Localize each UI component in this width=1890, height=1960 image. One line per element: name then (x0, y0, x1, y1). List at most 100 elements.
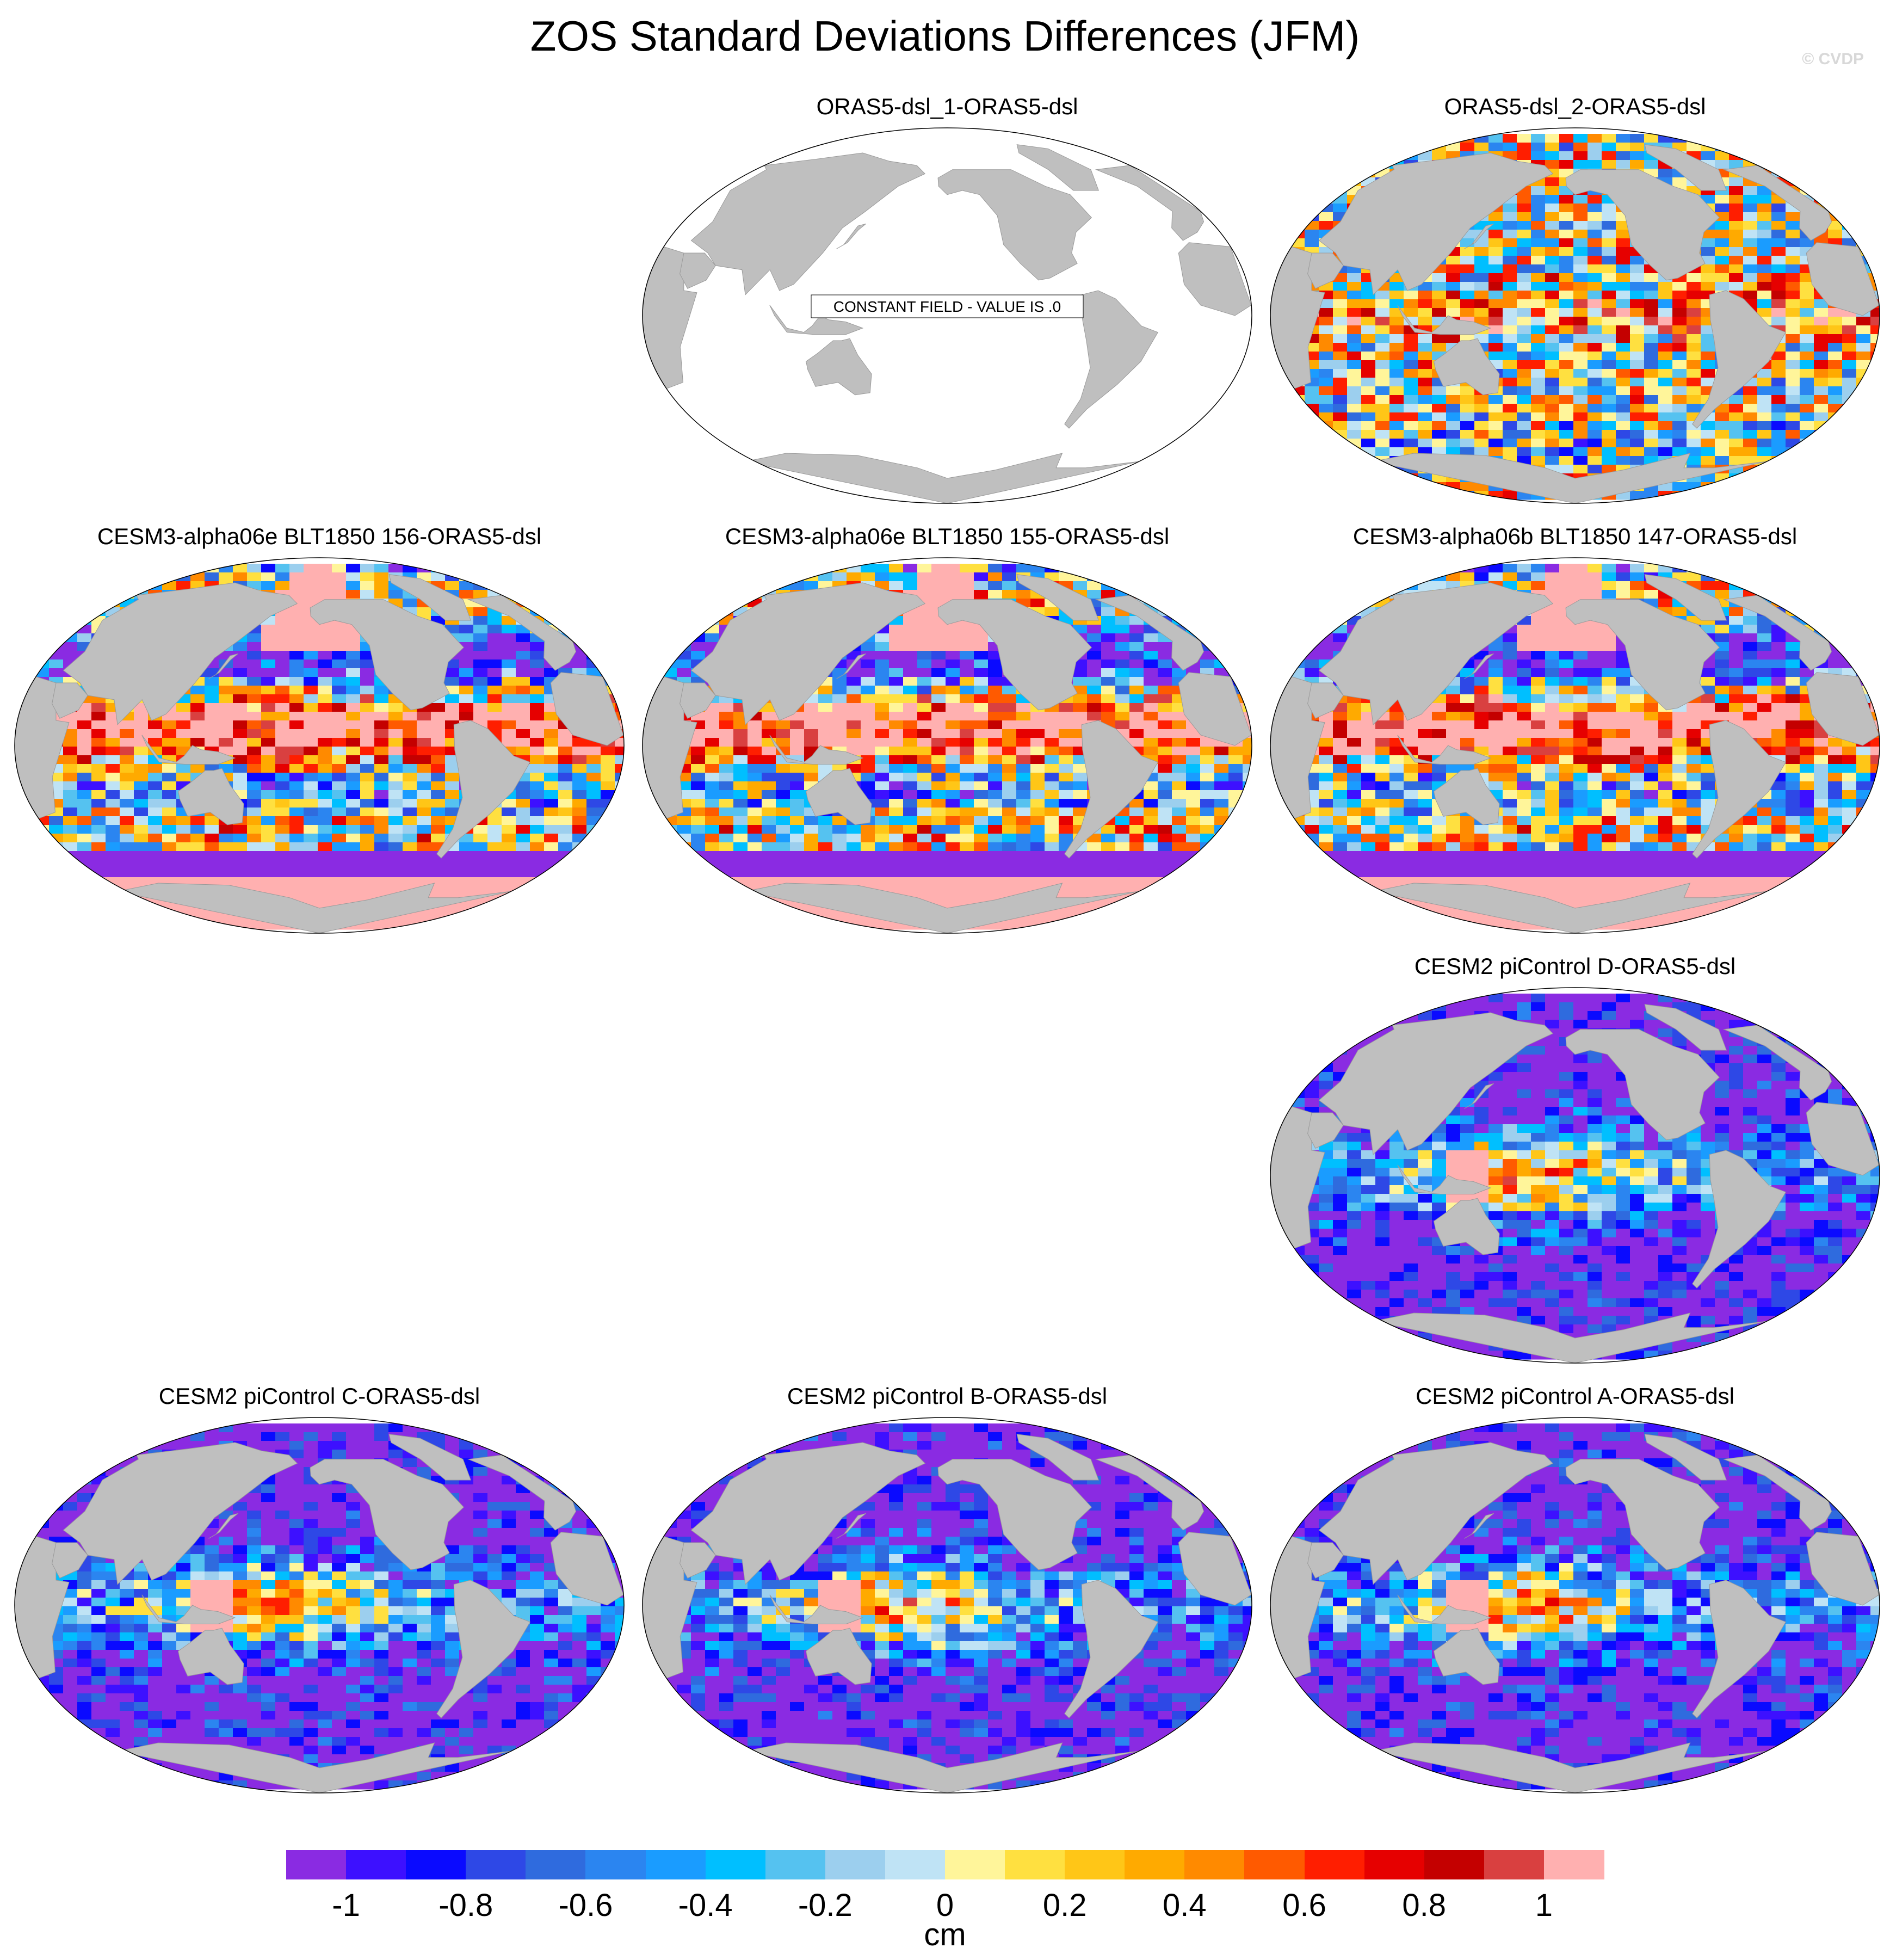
colorbar-box (885, 1850, 946, 1879)
land-mass (1016, 1434, 1100, 1481)
map-outline (14, 1417, 625, 1793)
colorbar-tick-label: 0.2 (1042, 1888, 1087, 1923)
land-mass (745, 883, 1139, 933)
land-mass (769, 735, 864, 765)
land-mass (1722, 595, 1832, 671)
colorbar-tick-label: 0.4 (1163, 1888, 1207, 1923)
land-mass (1644, 144, 1727, 191)
colorbar-box (526, 1850, 586, 1879)
map-panel: CESM2 piControl B-ORAS5-dsl (634, 1381, 1260, 1800)
panel-title: CESM2 piControl D-ORAS5-dsl (1414, 953, 1736, 979)
colorbar-box (406, 1850, 466, 1879)
data-field (1270, 994, 1880, 1363)
land-mass (1318, 152, 1554, 295)
land-mass (141, 735, 236, 765)
colorbar-box (1364, 1850, 1425, 1879)
panel-title: CESM3-alpha06e BLT1850 156-ORAS5-dsl (97, 523, 542, 549)
colorbar-box (1125, 1850, 1185, 1879)
land-mass (1806, 242, 1880, 316)
land-mass (1434, 1198, 1500, 1255)
colorbar-box (286, 1850, 347, 1879)
land-mass (178, 1628, 244, 1685)
colorbar-box (1065, 1850, 1125, 1879)
land-mass (690, 152, 926, 295)
map-outline (1270, 557, 1880, 934)
colorbar-box (466, 1850, 526, 1879)
land-mass (52, 682, 88, 719)
land-mass (208, 653, 239, 679)
land-mass (388, 1434, 472, 1481)
constant-field-box (811, 294, 1084, 318)
data-field (15, 1423, 624, 1793)
land-mass (690, 582, 926, 725)
land-mass (1434, 338, 1500, 396)
land-mass (1565, 599, 1720, 711)
colorbar-box (1424, 1850, 1485, 1879)
map-panel: CESM2 piControl A-ORAS5-dsl (1262, 1381, 1888, 1800)
land-mass (1565, 169, 1720, 281)
land-mass (1806, 1102, 1880, 1176)
panel-title: ORAS5-dsl_2-ORAS5-dsl (1444, 94, 1706, 119)
land-mass (937, 599, 1092, 711)
land-mass (63, 582, 298, 725)
colorbar-box (585, 1850, 646, 1879)
land-mass (1307, 682, 1344, 719)
colorbar-box (1543, 1850, 1604, 1879)
map-outline (642, 127, 1252, 504)
colorbar-tick-label: 0.8 (1402, 1888, 1447, 1923)
land-mass (1644, 574, 1727, 621)
land-mass (1565, 1459, 1720, 1570)
land-mass (1178, 242, 1252, 316)
land-mass (806, 338, 872, 396)
map-outline (642, 1417, 1252, 1793)
map-plot (642, 557, 1252, 934)
map-plot: CONSTANT FIELD - VALUE IS .0 (642, 127, 1252, 504)
land-mass (467, 1454, 577, 1531)
panel-title: CESM2 piControl C-ORAS5-dsl (158, 1383, 480, 1409)
colorbar-tick-label: -1 (332, 1888, 360, 1923)
land-mass (1722, 1025, 1832, 1101)
land-mass (310, 1459, 465, 1570)
land-mass (1318, 582, 1554, 725)
colorbar-unit-label: cm (924, 1917, 966, 1952)
land-mass (745, 453, 1139, 503)
land-mass (1397, 1594, 1492, 1624)
land-mass (836, 653, 867, 679)
colorbar-box (945, 1850, 1005, 1879)
land-mass (1464, 653, 1494, 679)
land-mass (1373, 1742, 1767, 1793)
panel-title: CESM2 piControl B-ORAS5-dsl (787, 1383, 1108, 1409)
data-field (1270, 134, 1880, 503)
land-mass (1806, 672, 1880, 746)
land-mass (1397, 735, 1492, 765)
map-panel: CESM3-alpha06e BLT1850 155-ORAS5-dsl (634, 521, 1260, 940)
map-plot (1270, 127, 1880, 504)
land-mass (1064, 720, 1159, 859)
colorbar-tick-label: 1 (1535, 1888, 1553, 1923)
land-mass (806, 768, 872, 825)
land-mass (769, 1594, 864, 1624)
map-outline (1270, 1417, 1880, 1793)
land-mass (1373, 453, 1767, 503)
panel-title: CESM2 piControl A-ORAS5-dsl (1416, 1383, 1734, 1409)
land-mass (141, 1594, 236, 1624)
map-panel: CESM2 piControl C-ORAS5-dsl (7, 1381, 632, 1800)
figure-title: ZOS Standard Deviations Differences (JFM… (530, 12, 1360, 60)
land-mass (1095, 595, 1205, 671)
land-mass (1644, 1434, 1727, 1481)
colorbar (286, 1850, 1604, 1879)
land-mass (1397, 1164, 1492, 1194)
land-mass (1064, 1580, 1159, 1718)
land-mass (745, 1742, 1139, 1793)
colorbar-tick-label: -0.4 (678, 1888, 733, 1923)
map-outline (1270, 127, 1880, 504)
data-field (1270, 564, 1880, 933)
land-mass (1722, 165, 1832, 241)
map-panel: CESM3-alpha06e BLT1850 156-ORAS5-dsl (7, 521, 632, 940)
land-mass (63, 1442, 298, 1585)
cvdp-watermark: © CVDP (1802, 50, 1864, 68)
colorbar-box (346, 1850, 406, 1879)
data-field (643, 1423, 1252, 1793)
map-panel: ORAS5-dsl_2-ORAS5-dsl (1262, 91, 1888, 510)
land-mass (436, 720, 531, 859)
